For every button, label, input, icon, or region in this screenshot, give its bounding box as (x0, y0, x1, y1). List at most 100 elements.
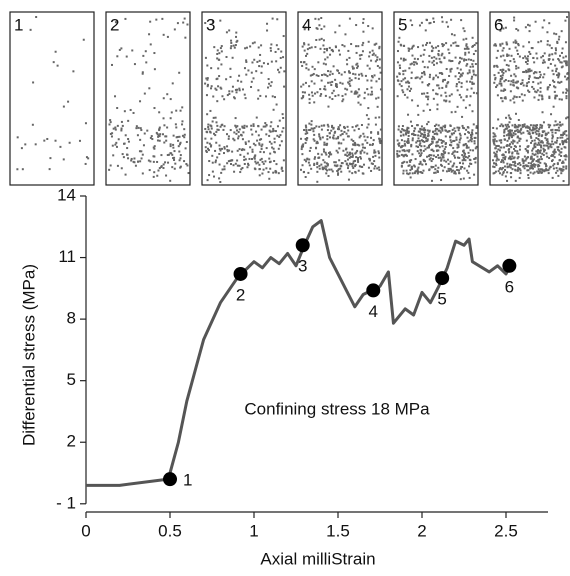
panel-dot (169, 179, 172, 182)
panel-dot (519, 169, 522, 172)
panel-dot (495, 164, 498, 167)
panel-dot (474, 49, 477, 52)
panel-dot (441, 20, 444, 23)
panel-dot (539, 123, 542, 126)
panel-dot (420, 132, 423, 135)
panel-dot (421, 81, 424, 84)
panel-dot (511, 155, 514, 158)
panel-dot (313, 133, 316, 136)
panel-dot (557, 57, 560, 60)
panel-dot (551, 159, 554, 162)
panel-dot (357, 160, 360, 163)
panel-dot (240, 149, 243, 152)
panel-dot (141, 172, 144, 175)
panel-dot (401, 89, 404, 92)
panel-dot (399, 17, 402, 20)
panel-dot (183, 17, 186, 20)
panel-dot (271, 146, 274, 149)
panel-dot (171, 82, 174, 85)
panel-dot (342, 138, 345, 141)
panel-dot (318, 133, 321, 136)
panel-dot (562, 168, 565, 171)
panel-dot (307, 43, 310, 46)
panel-dot (517, 44, 520, 47)
panel-dot (534, 71, 537, 74)
panel-dot (306, 132, 309, 135)
panel-dot (516, 169, 519, 172)
panel-dot (142, 54, 145, 57)
panel-dot (323, 167, 326, 170)
panel-dot (493, 162, 496, 165)
panel-dot (258, 174, 261, 177)
panel-dot (471, 82, 474, 85)
panel-dot (220, 45, 223, 48)
panel-dot (133, 157, 136, 160)
panel-dot (366, 64, 369, 67)
panel-dot (409, 120, 412, 123)
panel-dot (411, 167, 414, 170)
panel-dot (421, 140, 424, 143)
panel-dot (513, 95, 516, 98)
panel-dot (349, 84, 352, 87)
panel-dot (334, 78, 337, 81)
panel-dot (532, 56, 535, 59)
panel-dot (445, 160, 448, 163)
panel-dot (343, 71, 346, 74)
panel-dot (531, 85, 534, 88)
panel-dot (374, 154, 377, 157)
panel-dot (499, 44, 502, 47)
panel-dot (466, 46, 469, 49)
panel-dot (530, 129, 533, 132)
panel-dot (533, 96, 536, 99)
panel-dot (556, 162, 559, 165)
panel-dot (445, 21, 448, 24)
panel-dot (320, 163, 323, 166)
panel-dot (280, 50, 283, 53)
panel-dot (445, 42, 448, 45)
panel-dot (252, 123, 255, 126)
panel-dot (562, 56, 565, 59)
panel-dot (547, 66, 550, 69)
panel-dot (552, 167, 555, 170)
panel-dot (238, 74, 241, 77)
panel-dot (370, 169, 373, 172)
panel-dot (537, 77, 540, 80)
panel-dot (442, 43, 445, 46)
panel-dot (533, 171, 536, 174)
panel-dot (144, 50, 147, 53)
panel-dot (245, 46, 248, 49)
panel-dot (449, 139, 452, 142)
panel-dot (532, 87, 535, 90)
panel-dot (522, 70, 525, 73)
panel-dot (332, 65, 335, 68)
panel-dot (236, 88, 239, 91)
panel-dot (440, 61, 443, 64)
panel-dot (354, 143, 357, 146)
panel-dot (435, 123, 438, 126)
panel-dot (554, 131, 557, 134)
panel-dot (306, 52, 309, 55)
panel-frame (105, 11, 191, 186)
panel-dot (84, 162, 87, 165)
panel-dot (346, 135, 349, 138)
panel-dot (353, 129, 356, 132)
panel-dot (441, 128, 444, 131)
panel-dot (204, 127, 207, 130)
panel-dot (340, 170, 343, 173)
panel-dot (501, 154, 504, 157)
panel-dot (557, 38, 560, 41)
marker (163, 472, 177, 487)
panel-dot (407, 85, 410, 88)
panel-dot (157, 134, 160, 137)
panel-dot (475, 126, 478, 129)
panel-dot (466, 136, 469, 139)
panel-dot (326, 56, 329, 59)
panel-dot (446, 82, 449, 85)
panel-dot (258, 142, 261, 145)
panel-dot (367, 107, 370, 110)
panel-dot (554, 120, 557, 123)
panel-dot (458, 72, 461, 75)
panel-dot (444, 135, 447, 138)
panel-dot (526, 151, 529, 154)
panel-dot (270, 121, 273, 124)
